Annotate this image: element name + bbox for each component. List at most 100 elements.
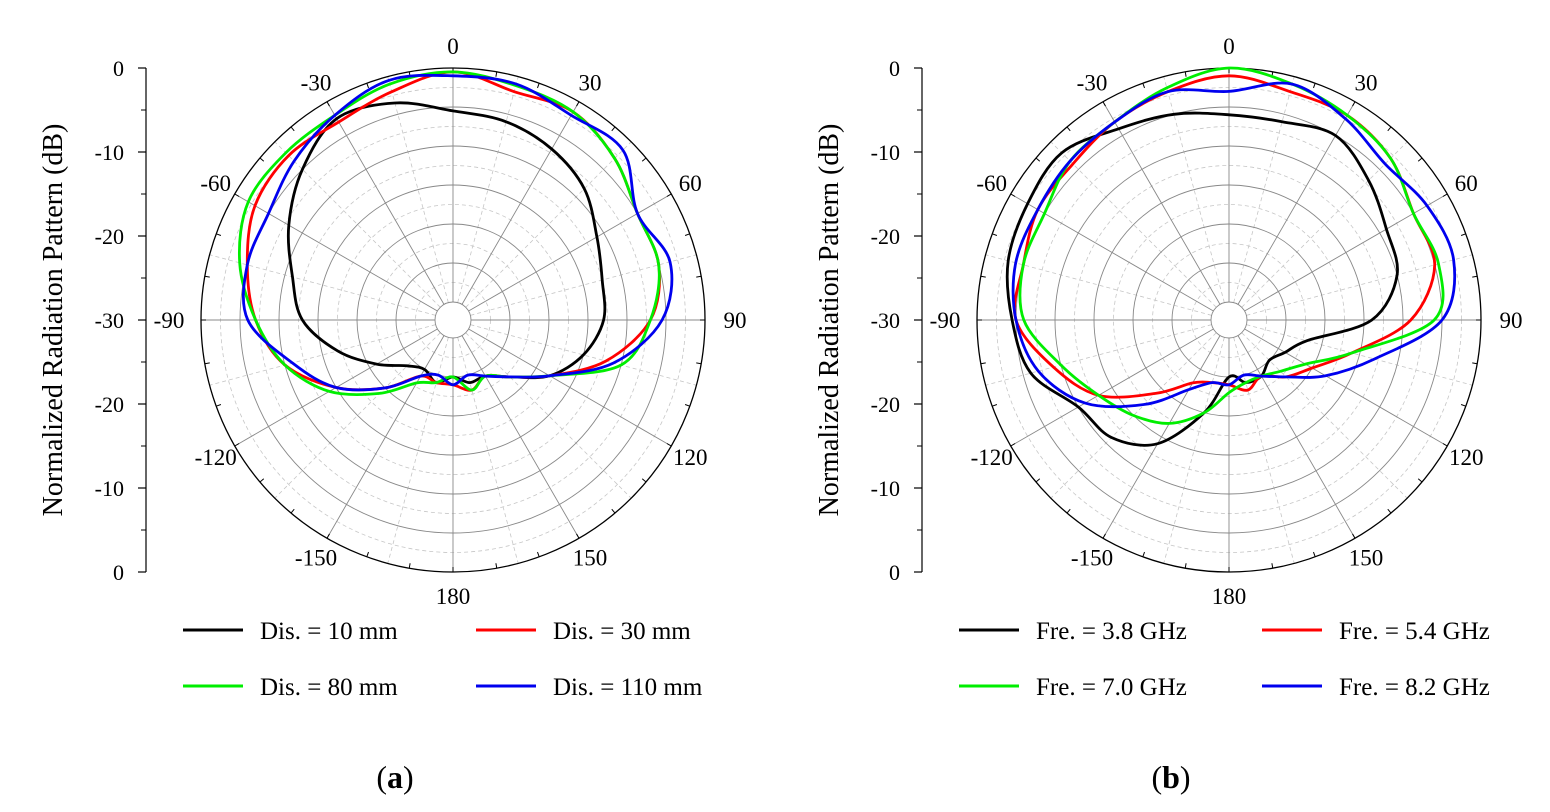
angle-tick bbox=[1035, 157, 1041, 162]
grid-spoke bbox=[461, 335, 580, 539]
angle-tick bbox=[1352, 533, 1356, 539]
series-line-4 bbox=[242, 73, 674, 392]
angle-tick bbox=[1417, 157, 1423, 162]
radial-tick-label: -10 bbox=[871, 476, 900, 501]
legend-label: Dis. = 10 mm bbox=[260, 618, 398, 645]
angle-label: -150 bbox=[295, 545, 337, 570]
angle-tick bbox=[1271, 563, 1274, 569]
angle-tick bbox=[1442, 193, 1448, 197]
legend-label: Dis. = 110 mm bbox=[553, 674, 703, 701]
angle-tick bbox=[259, 478, 265, 483]
angle-label: 120 bbox=[1449, 445, 1484, 470]
panel-caption: (a) bbox=[376, 759, 413, 795]
grid-spoke bbox=[1244, 193, 1448, 312]
angle-label: -150 bbox=[1071, 545, 1113, 570]
angle-label: 30 bbox=[1355, 71, 1378, 96]
angle-tick bbox=[326, 533, 330, 539]
angle-tick bbox=[1102, 101, 1106, 107]
angle-tick bbox=[204, 362, 210, 365]
angle-tick bbox=[1184, 71, 1187, 77]
grid-spoke bbox=[461, 101, 580, 305]
angle-tick bbox=[1066, 508, 1071, 514]
angle-tick bbox=[366, 83, 369, 89]
series-line-1 bbox=[1005, 111, 1399, 447]
angle-tick bbox=[234, 443, 240, 447]
grid-ring bbox=[1210, 301, 1248, 339]
legend-label: Dis. = 80 mm bbox=[260, 674, 398, 701]
grid-spoke bbox=[234, 193, 438, 312]
angle-tick bbox=[1472, 275, 1478, 278]
angle-label: 180 bbox=[436, 584, 471, 609]
grid-spoke bbox=[1244, 328, 1448, 447]
angle-tick bbox=[366, 551, 369, 557]
grid-spoke bbox=[1102, 335, 1221, 539]
angle-tick bbox=[611, 126, 616, 132]
angle-label: -60 bbox=[976, 171, 1007, 196]
angle-tick bbox=[290, 126, 295, 132]
chart-panel-a: 0 30 60 90 120 150 180 -150 -120 -90 -60 -30 0 -10 -20… bbox=[38, 34, 747, 795]
angle-tick bbox=[1066, 126, 1071, 132]
angle-tick bbox=[408, 563, 411, 569]
angle-tick bbox=[641, 478, 647, 483]
angle-tick bbox=[1460, 404, 1466, 407]
angle-tick bbox=[1035, 478, 1041, 483]
angle-tick bbox=[696, 275, 702, 278]
radial-tick-label: -20 bbox=[871, 392, 900, 417]
angle-tick bbox=[234, 193, 240, 197]
radial-tick-label: 0 bbox=[113, 56, 124, 81]
radial-tick-label: -10 bbox=[871, 140, 900, 165]
angle-tick bbox=[684, 233, 690, 236]
grid-spoke bbox=[468, 328, 672, 447]
grid-spoke bbox=[468, 193, 672, 312]
angle-label: 150 bbox=[1349, 545, 1384, 570]
angle-tick bbox=[1102, 533, 1106, 539]
angle-label: -30 bbox=[301, 71, 332, 96]
legend-label: Fre. = 3.8 GHz bbox=[1036, 618, 1187, 645]
y-axis-label: Normalized Radiation Pattern (dB) bbox=[814, 124, 845, 517]
angle-tick bbox=[980, 362, 986, 365]
chart-panel-b: 0 30 60 90 120 150 180 -150 -120 -90 -60 -30 0 -10 -20… bbox=[814, 34, 1523, 795]
angle-label: 30 bbox=[579, 71, 602, 96]
angle-label: 180 bbox=[1212, 584, 1247, 609]
angle-tick bbox=[641, 157, 647, 162]
radial-tick-label: -10 bbox=[95, 476, 124, 501]
angle-label: -120 bbox=[971, 445, 1013, 470]
angle-tick bbox=[992, 233, 998, 236]
legend-label: Fre. = 7.0 GHz bbox=[1036, 674, 1187, 701]
angle-tick bbox=[576, 533, 580, 539]
angle-label: -90 bbox=[154, 308, 185, 333]
angle-tick bbox=[684, 404, 690, 407]
angle-tick bbox=[1142, 83, 1145, 89]
angle-tick bbox=[1387, 126, 1392, 132]
angle-tick bbox=[1010, 193, 1016, 197]
angle-label: 60 bbox=[1455, 171, 1478, 196]
angle-tick bbox=[666, 193, 672, 197]
grid-spoke bbox=[326, 101, 445, 305]
radial-tick-label: -20 bbox=[95, 224, 124, 249]
angle-tick bbox=[204, 275, 210, 278]
grid-spoke bbox=[1237, 335, 1356, 539]
angle-tick bbox=[1472, 362, 1478, 365]
angle-tick bbox=[1010, 443, 1016, 447]
grid-spoke bbox=[1237, 101, 1356, 305]
radial-tick-label: -30 bbox=[871, 308, 900, 333]
angle-label: -30 bbox=[1077, 71, 1108, 96]
series-line-3 bbox=[1018, 66, 1445, 425]
angle-tick bbox=[1442, 443, 1448, 447]
angle-label: 0 bbox=[1223, 34, 1235, 59]
angle-tick bbox=[326, 101, 330, 107]
radial-tick-label: -30 bbox=[95, 308, 124, 333]
angle-label: -120 bbox=[195, 445, 237, 470]
angle-tick bbox=[537, 83, 540, 89]
legend-label: Dis. = 30 mm bbox=[553, 618, 691, 645]
angle-tick bbox=[216, 404, 222, 407]
angle-tick bbox=[537, 551, 540, 557]
angle-tick bbox=[216, 233, 222, 236]
angle-tick bbox=[611, 508, 616, 514]
angle-label: 150 bbox=[573, 545, 608, 570]
radial-tick-label: -20 bbox=[871, 224, 900, 249]
series-line-1 bbox=[286, 101, 607, 385]
angle-tick bbox=[980, 275, 986, 278]
angle-label: 90 bbox=[724, 308, 747, 333]
